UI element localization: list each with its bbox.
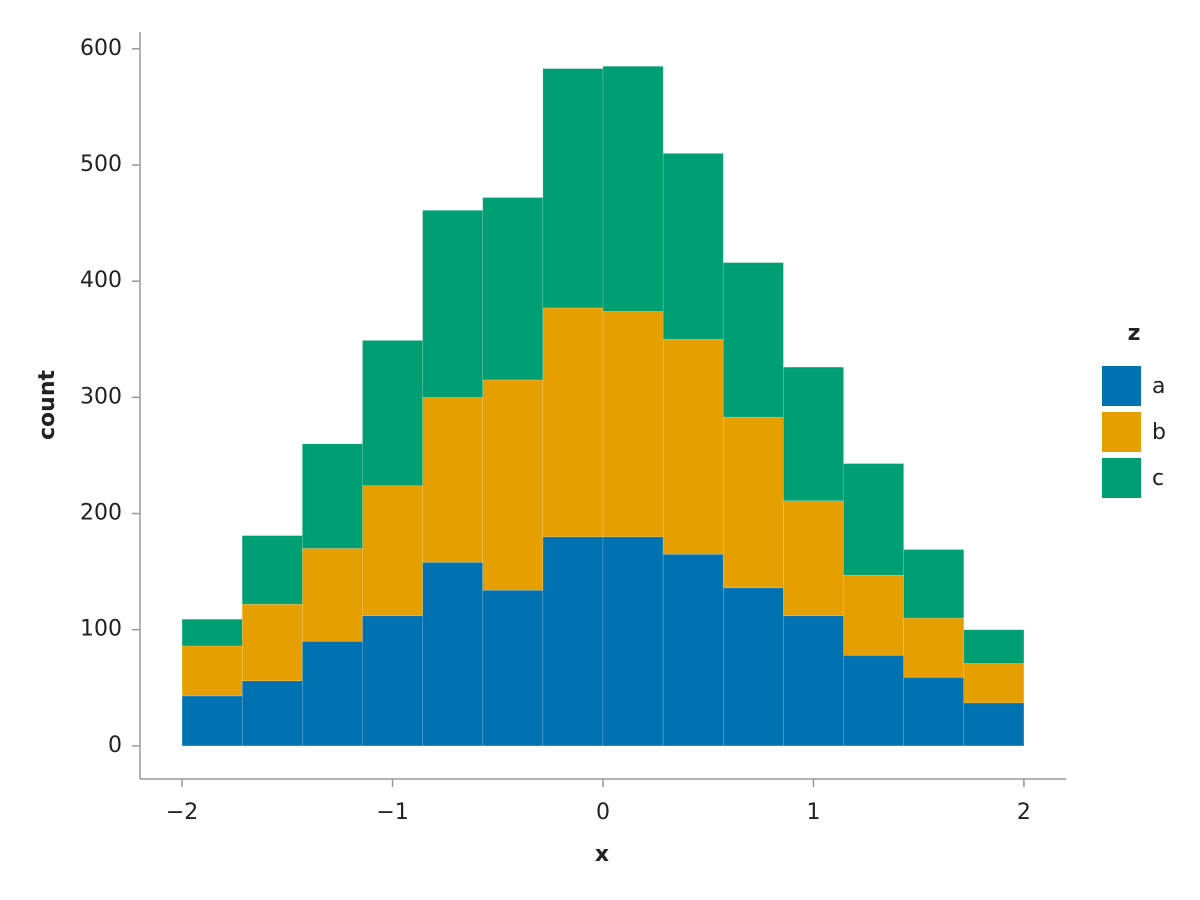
histogram-bar bbox=[903, 617, 965, 678]
histogram-bar bbox=[903, 549, 965, 619]
y-tick-label: 0 bbox=[108, 733, 122, 758]
legend-title: z bbox=[1128, 321, 1141, 346]
legend-label: a bbox=[1152, 374, 1165, 399]
histogram-bar bbox=[542, 536, 604, 747]
y-axis-label: count bbox=[35, 370, 60, 440]
histogram-bar bbox=[903, 677, 965, 747]
histogram-bar bbox=[241, 603, 303, 682]
legend-label: c bbox=[1152, 466, 1164, 491]
histogram-bar bbox=[602, 65, 664, 312]
legend-swatch bbox=[1102, 366, 1141, 406]
histogram-bar bbox=[783, 500, 844, 617]
histogram-bar bbox=[362, 340, 423, 486]
histogram-bar bbox=[422, 210, 484, 398]
histogram-bar bbox=[181, 695, 243, 747]
y-tick-label: 100 bbox=[80, 617, 122, 642]
histogram-bar bbox=[662, 553, 724, 747]
histogram-bar bbox=[602, 311, 664, 538]
histogram-bar bbox=[722, 262, 784, 418]
histogram-bar bbox=[241, 535, 303, 605]
histogram-bar bbox=[181, 618, 243, 647]
histogram-bar bbox=[482, 589, 544, 747]
histogram-bar bbox=[843, 463, 904, 576]
histogram-bar bbox=[302, 641, 363, 747]
histogram-bar bbox=[843, 574, 904, 656]
x-tick-label: −1 bbox=[376, 800, 408, 825]
histogram-bar bbox=[362, 615, 423, 747]
x-tick-label: 2 bbox=[1017, 800, 1031, 825]
histogram-bar bbox=[302, 548, 363, 642]
x-tick-label: −2 bbox=[166, 800, 198, 825]
histogram-bar bbox=[722, 587, 784, 747]
histogram-bar bbox=[542, 68, 604, 309]
histogram-bar bbox=[783, 366, 844, 502]
histogram-bar bbox=[422, 397, 484, 563]
histogram-bar bbox=[482, 197, 544, 381]
histogram-bar bbox=[783, 615, 844, 747]
x-tick-label: 0 bbox=[596, 800, 610, 825]
y-tick-label: 500 bbox=[80, 152, 122, 177]
histogram-bar bbox=[843, 654, 904, 747]
histogram-bar bbox=[241, 680, 303, 747]
y-tick-label: 200 bbox=[80, 501, 122, 526]
histogram-bar bbox=[181, 645, 243, 697]
histogram-bar bbox=[722, 416, 784, 589]
legend-swatch bbox=[1102, 458, 1141, 498]
histogram-bar bbox=[963, 702, 1025, 747]
histogram-bar bbox=[302, 443, 363, 549]
legend-label: b bbox=[1152, 420, 1166, 445]
legend-swatch bbox=[1102, 412, 1141, 452]
histogram-bar bbox=[602, 536, 664, 747]
y-tick-label: 400 bbox=[80, 268, 122, 293]
histogram-bar bbox=[963, 663, 1025, 704]
histogram-bar bbox=[662, 338, 724, 555]
histogram-bar bbox=[482, 379, 544, 591]
histogram-bar bbox=[662, 153, 724, 340]
x-tick-label: 1 bbox=[806, 800, 820, 825]
y-tick-label: 600 bbox=[80, 36, 122, 61]
histogram-bar bbox=[422, 562, 484, 747]
histogram-bar bbox=[963, 629, 1025, 664]
histogram-bar bbox=[362, 485, 423, 617]
x-axis-label: x bbox=[595, 842, 609, 867]
histogram-bar bbox=[542, 307, 604, 538]
y-tick-label: 300 bbox=[80, 384, 122, 409]
